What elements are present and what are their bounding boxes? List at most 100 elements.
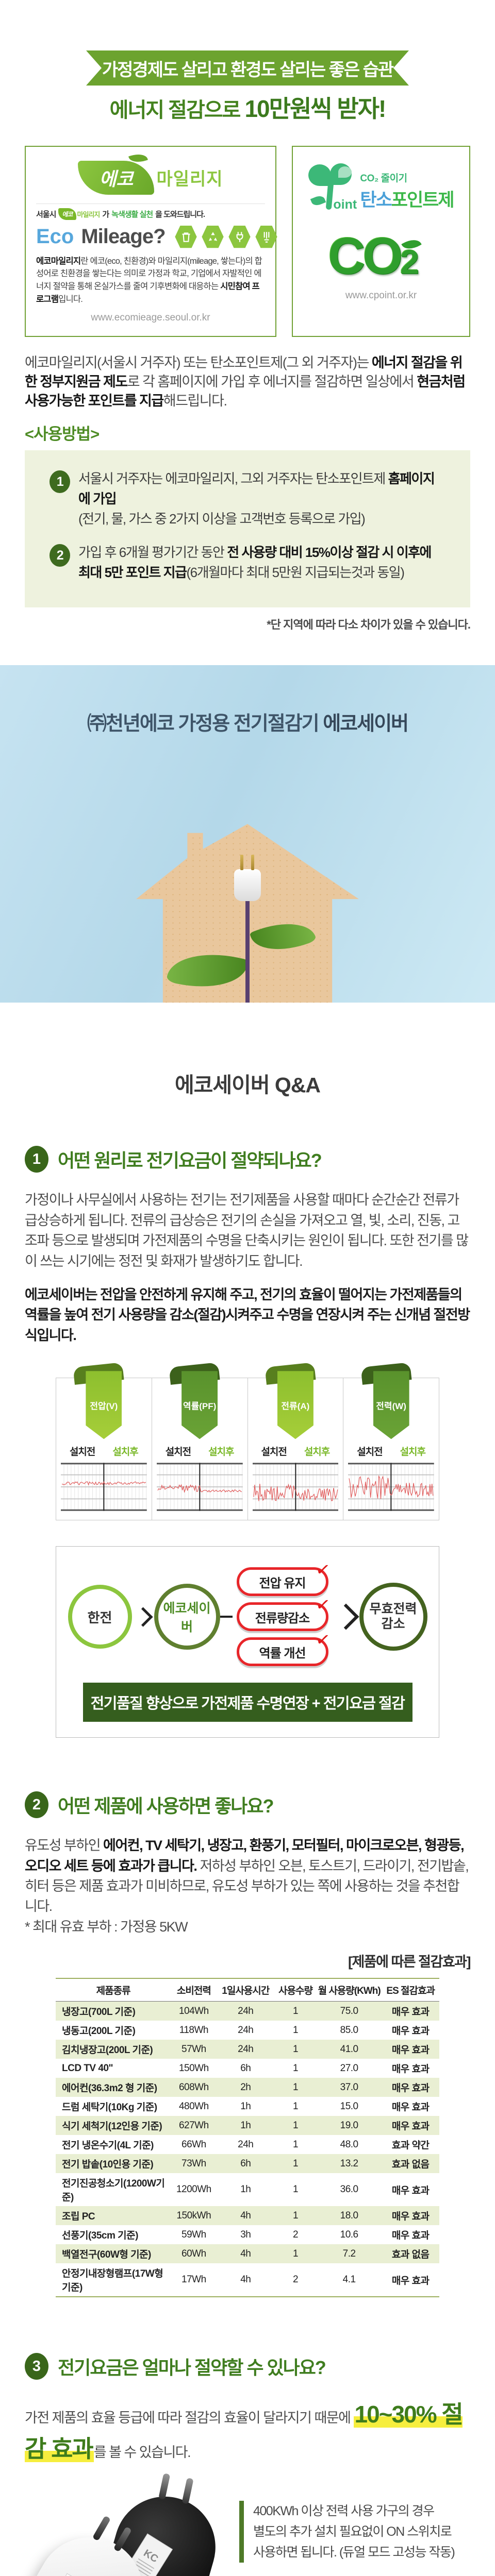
logo-mileage-text: 마일리지 bbox=[156, 170, 223, 190]
callout-text: 400KWh 이상 전력 사용 가구의 경우 별도의 추가 설치 필요없이 ON… bbox=[253, 2501, 455, 2563]
table-cell: 매우 효과 bbox=[391, 2121, 430, 2132]
pill-label: 전류량감소 bbox=[255, 1611, 310, 1625]
hero-title-product: 에코세이버 bbox=[323, 713, 409, 735]
product-name-cell: 식기 세척기(12인용 기준) bbox=[62, 2121, 162, 2132]
table-cell: 2 bbox=[292, 2229, 299, 2240]
trash-icon bbox=[175, 225, 197, 248]
title-mileage: Mileage? bbox=[81, 225, 166, 248]
pill-label: 전압 유지 bbox=[259, 1576, 306, 1590]
panel-label: 역률(PF) bbox=[183, 1401, 217, 1411]
howto-item-1-text: 서울시 거주자는 에코마일리지, 그외 거주자는 탄소포인트제 홈페이지에 가입… bbox=[78, 469, 446, 529]
after-label: 설치후 bbox=[208, 1447, 234, 1458]
carbon-point-title: 탄소포인트제 bbox=[360, 185, 454, 212]
table-cell: 24h bbox=[238, 2024, 254, 2036]
table-cell: 13.2 bbox=[340, 2158, 358, 2169]
answer-3-paragraph: 가전 제품의 효율 등급에 따라 절감의 효율이 달라지기 때문에 10~30%… bbox=[25, 2397, 470, 2466]
eco-mileage-box: 에코 마일리지 서울시 에코 마일리지 가 녹색생활 실천 을 도와드립니다. … bbox=[25, 145, 278, 337]
table-cell: 41.0 bbox=[340, 2043, 358, 2055]
table-cell: 480Wh bbox=[178, 2100, 209, 2112]
eco-leaf-logo-icon: 에코 bbox=[78, 160, 155, 195]
panel-label: 전압(V) bbox=[90, 1401, 118, 1411]
table-cell: 4h bbox=[240, 2248, 251, 2259]
product-visual-block: KC OI KC OI 400KWh 이상 전력 사용 가구의 경우 별도의 추… bbox=[0, 2472, 470, 2576]
table-cell: 66Wh bbox=[182, 2139, 206, 2150]
eco-hex-icons bbox=[175, 225, 278, 249]
answer-2-paragraph: 유도성 부하인 에어컨, TV 세탁기, 냉장고, 환풍기, 모터필터, 마이크… bbox=[25, 1836, 470, 1937]
question-1: 1 어떤 원리로 전기요금이 절약되나요? bbox=[25, 1146, 470, 1173]
howto2-text: 가입 후 6개월 평가기간 동안 bbox=[78, 545, 227, 561]
table-cell: 2 bbox=[274, 2263, 317, 2298]
table-cell: 627Wh bbox=[178, 2120, 209, 2131]
effect-pills: 전압 유지 ✓ 전류량감소 ✓ 역률 개선 ✓ bbox=[236, 1559, 332, 1667]
carbon-point-logo: oint CO₂ 줄이기 탄소포인트제 bbox=[300, 163, 462, 219]
step-2-badge: 2 bbox=[50, 544, 70, 567]
sprout-leaf-small bbox=[310, 194, 326, 207]
table-cell: 75.0 bbox=[340, 2005, 358, 2016]
product-name-cell: 냉장고(700L 기준) bbox=[62, 2007, 136, 2018]
answer-1-emphasis: 에코세이버는 전압을 안전하게 유지해 주고, 전기의 효율이 떨어지는 가전제… bbox=[25, 1286, 470, 1343]
intro-bold-2: 현금처럼 사용가능한 포인트를 지급 bbox=[25, 374, 466, 409]
answer3-text-2: 를 볼 수 있습니다. bbox=[93, 2445, 191, 2461]
waveform-panel-voltage: 전압(V) 설치전 설치후 bbox=[56, 1362, 152, 1520]
mini-eco-leaf-icon: 에코 bbox=[58, 208, 76, 220]
max-load-note: * 최대 유효 부하 : 가정용 5KW bbox=[25, 1919, 188, 1935]
table-cell: 24h bbox=[238, 2043, 254, 2055]
product-name-cell: 전기진공청소기(1200W기준) bbox=[62, 2178, 165, 2204]
howto1-bold: 홈페이지에 가입 bbox=[78, 471, 435, 507]
table-row: 전기 밥솥(10인용 기준) 73Wh 6h 1 13.2 효과 없음 bbox=[56, 2154, 439, 2174]
howto2-bold: 전 사용량 대비 15%이상 절감 시 이후에 최대 5만 포인트 지급 bbox=[78, 545, 432, 581]
program-intro-paragraph: 에코마일리지(서울시 거주자) 또는 탄소포인트제(그 외 거주자)는 에너지 … bbox=[25, 353, 470, 411]
question-2-title: 어떤 제품에 사용하면 좋나요? bbox=[58, 1795, 274, 1817]
table-cell: 1 bbox=[292, 2062, 299, 2074]
co2-subscript: 2 bbox=[400, 242, 419, 281]
product-name-cell: 전기 밥솥(10인용 기준) bbox=[62, 2159, 154, 2171]
col-effect: ES 절감효과 bbox=[382, 1978, 439, 2002]
plug-art bbox=[234, 855, 261, 902]
hero-title-prefix: ㈜천년에코 가정용 전기절감기 bbox=[87, 713, 323, 735]
tagline-tail: 을 도와드립니다. bbox=[155, 210, 205, 219]
table-cell: 608Wh bbox=[178, 2081, 209, 2093]
table-cell: 1 bbox=[292, 2005, 299, 2016]
mileage-tagline: 서울시 에코 마일리지 가 녹색생활 실천 을 도와드립니다. bbox=[36, 208, 265, 220]
table-row: LCD TV 40" 150Wh 6h 1 27.0 매우 효과 bbox=[56, 2059, 439, 2078]
table-cell: 1200Wh bbox=[176, 2184, 211, 2195]
question-2: 2 어떤 제품에 사용하면 좋나요? bbox=[25, 1791, 470, 1819]
table-row: 선풍기(35cm 기준) 59Wh 3h 2 10.6 매우 효과 bbox=[56, 2225, 439, 2244]
callout-line-3: 사용하면 됩니다. (듀얼 모드 고성능 작동) bbox=[253, 2545, 455, 2560]
table-cell: 매우 효과 bbox=[391, 2083, 430, 2094]
table-caption: [제품에 따른 절감효과] bbox=[348, 1954, 471, 1970]
top-ribbon-banner: 가정경제도 살리고 환경도 살리는 좋은 습관 bbox=[86, 50, 409, 86]
table-cell: 150kWh bbox=[176, 2210, 211, 2221]
eco-mileage-url: www.ecomieage.seoul.or.kr bbox=[91, 312, 210, 323]
co2-leaf-art: CO2 bbox=[300, 230, 462, 282]
answer-3-side-texts: 400KWh 이상 전력 사용 가구의 경우 별도의 추가 설치 필요없이 ON… bbox=[227, 2487, 470, 2576]
waveform-panel-powerfactor: 역률(PF) 설치전 설치후 bbox=[152, 1362, 248, 1520]
ecosaver-devices-photo: KC OI KC OI bbox=[0, 2472, 227, 2576]
node3-line1: 무효전력 bbox=[369, 1602, 417, 1617]
table-row: 전기 냉온수기(4L 기준) 66Wh 24h 1 48.0 효과 약간 bbox=[56, 2135, 439, 2154]
title-carbon: 탄소 bbox=[360, 190, 392, 210]
plug-pin bbox=[240, 855, 243, 871]
col-hours: 1일사용시간 bbox=[217, 1978, 275, 2002]
product-name-cell: 냉동고(200L 기준) bbox=[62, 2026, 136, 2037]
carbon-point-box: oint CO₂ 줄이기 탄소포인트제 CO2 www.cpoint.or.kr bbox=[292, 145, 470, 337]
desc-bold-2: 시민참여 프로그램 bbox=[36, 282, 260, 304]
check-icon: ✓ bbox=[314, 1594, 332, 1616]
howto-item-1: 1 서울시 거주자는 에코마일리지, 그외 거주자는 탄소포인트제 홈페이지에 … bbox=[50, 469, 446, 529]
howto-heading: <사용방법> bbox=[25, 425, 100, 444]
cpoint-sprout-icon: oint bbox=[308, 163, 357, 215]
table-cell: 1 bbox=[292, 2139, 299, 2150]
cpoint-oint-text: oint bbox=[333, 197, 357, 212]
savings-table-body: 냉장고(700L 기준) 104Wh 24h 1 75.0 매우 효과 냉동고(200L 기… bbox=[56, 2001, 439, 2298]
table-cell: 36.0 bbox=[340, 2184, 358, 2195]
table-cell: 118Wh bbox=[179, 2024, 209, 2036]
howto-item-2-text: 가입 후 6개월 평가기간 동안 전 사용량 대비 15%이상 절감 시 이후에… bbox=[78, 543, 446, 583]
current-ribbon: 전류(A) bbox=[277, 1371, 314, 1439]
table-cell: 1h bbox=[240, 2100, 251, 2112]
co2-text: CO bbox=[328, 227, 403, 285]
howto1-sub: (전기, 물, 가스 중 2가지 이상을 고객번호 등록으로 가입) bbox=[78, 511, 366, 527]
table-cell: 매우 효과 bbox=[391, 2185, 430, 2196]
product-name-cell: 에어컨(36.3m2 형 기준) bbox=[62, 2083, 157, 2094]
table-cell: 1 bbox=[292, 2100, 299, 2112]
question-3-title: 전기요금은 얼마나 절약할 수 있나요? bbox=[58, 2357, 326, 2379]
